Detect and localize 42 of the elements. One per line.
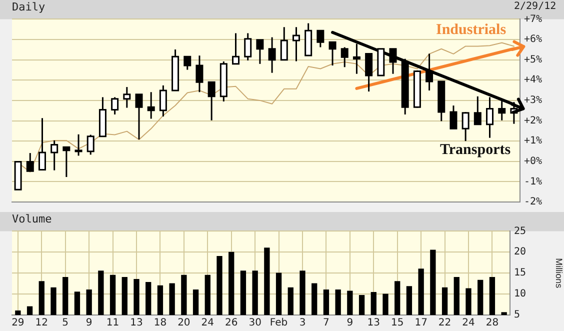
x-tick-label: 17	[414, 318, 428, 329]
x-tick-label: 12	[35, 318, 48, 329]
text: 2/29/12	[514, 1, 556, 12]
x-tick-label: 29	[12, 318, 24, 329]
x-tick-label: 18	[154, 318, 167, 329]
y-axis-title: Millions	[554, 258, 564, 289]
x-tick-label: 13	[130, 318, 143, 329]
x-tick-label: 7	[323, 318, 330, 329]
y-tick-label: +3%	[524, 95, 542, 106]
y-tick-label: +1%	[524, 136, 542, 147]
y-tick-label: +0%	[524, 156, 542, 167]
y-tick-label: +6%	[524, 34, 542, 46]
x-tick-label: 30	[248, 318, 262, 329]
y-tick-label: 5	[514, 310, 520, 321]
y-tick-label: +7%	[524, 14, 542, 25]
x-tick-label: 9	[346, 318, 354, 329]
x-tick-label: 5	[62, 318, 69, 329]
chart-title: Volume	[12, 212, 52, 226]
y-tick-label: 25	[514, 226, 526, 237]
x-tick-label: 20	[178, 318, 190, 329]
y-tick-label: +4%	[524, 74, 542, 86]
x-tick-label: Feb	[270, 318, 288, 329]
x-tick-label: 11	[106, 318, 120, 329]
annotation: Transports	[440, 142, 511, 159]
annotation: Industrials	[436, 22, 506, 39]
x-tick-label: 28	[486, 318, 499, 329]
y-tick-label: 10	[514, 288, 526, 300]
y-tick-label: 20	[514, 246, 526, 258]
x-tick-label: 24	[201, 318, 214, 329]
x-tick-label: 22	[438, 318, 452, 329]
x-tick-label: 24	[462, 318, 475, 329]
y-tick-label: -2%	[524, 196, 542, 208]
x-tick-label: 26	[224, 318, 238, 329]
x-tick-label: 13	[367, 318, 380, 329]
y-tick-label: +5%	[524, 54, 542, 66]
x-tick-label: 15	[390, 318, 404, 329]
y-tick-label: +2%	[524, 115, 542, 126]
chart-title: Daily	[12, 0, 46, 14]
x-tick-label: 3	[299, 318, 306, 329]
x-tick-label: 9	[86, 318, 92, 329]
y-tick-label: -1%	[524, 176, 542, 188]
y-tick-label: 15	[514, 268, 526, 279]
